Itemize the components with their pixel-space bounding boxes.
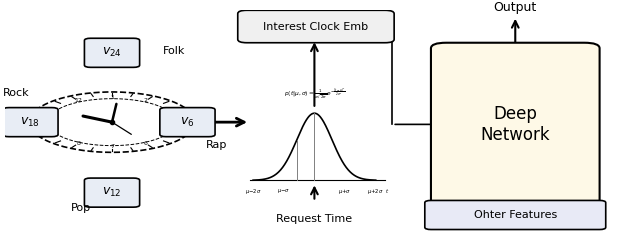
Text: 12: 12 [74, 98, 82, 103]
Text: Rap: Rap [206, 139, 227, 150]
Text: Rock: Rock [2, 88, 29, 98]
FancyBboxPatch shape [3, 108, 58, 137]
Text: $\mu{-}\sigma$: $\mu{-}\sigma$ [277, 187, 290, 195]
FancyBboxPatch shape [160, 108, 215, 137]
Text: Output: Output [494, 1, 537, 14]
Text: 3: 3 [169, 107, 173, 112]
Text: $\mu{+}\sigma$: $\mu{+}\sigma$ [339, 187, 352, 196]
Text: $\mu{+}2\sigma$: $\mu{+}2\sigma$ [368, 187, 384, 196]
Text: Pop: Pop [71, 203, 91, 213]
Text: 10: 10 [40, 120, 48, 125]
Text: Ohter Features: Ohter Features [473, 210, 557, 220]
FancyBboxPatch shape [238, 10, 394, 43]
FancyBboxPatch shape [85, 178, 140, 207]
Text: 9: 9 [51, 132, 55, 137]
Text: 6: 6 [144, 141, 148, 146]
Text: $v_{12}$: $v_{12}$ [102, 186, 122, 199]
Text: 5: 5 [169, 132, 173, 137]
FancyBboxPatch shape [425, 201, 606, 230]
Text: $v_{24}$: $v_{24}$ [102, 46, 122, 59]
FancyBboxPatch shape [85, 38, 140, 67]
Text: 2: 2 [144, 98, 148, 103]
Text: $\mu$: $\mu$ [312, 187, 317, 195]
Text: 8: 8 [76, 141, 80, 146]
Text: $v_{6}$: $v_{6}$ [180, 116, 195, 129]
Text: $\mu{-}2\sigma$: $\mu{-}2\sigma$ [245, 187, 261, 196]
Text: Request Time: Request Time [276, 214, 352, 224]
Text: Deep
Network: Deep Network [480, 105, 550, 144]
Text: 1: 1 [110, 95, 114, 100]
Text: 4: 4 [178, 120, 182, 125]
Text: $p(t|\mu,\sigma)=\frac{1}{\sigma\sqrt{2\pi}}e^{-\frac{(t-\mu)^2}{2\sigma^2}}$: $p(t|\mu,\sigma)=\frac{1}{\sigma\sqrt{2\… [284, 86, 345, 101]
Text: 7: 7 [110, 144, 114, 150]
Text: Interest Clock Emb: Interest Clock Emb [263, 22, 368, 32]
FancyBboxPatch shape [431, 43, 599, 206]
Text: 11: 11 [49, 107, 57, 112]
Text: $v_{18}$: $v_{18}$ [20, 116, 40, 129]
Text: $t$: $t$ [385, 187, 389, 195]
Text: Folk: Folk [163, 46, 185, 55]
